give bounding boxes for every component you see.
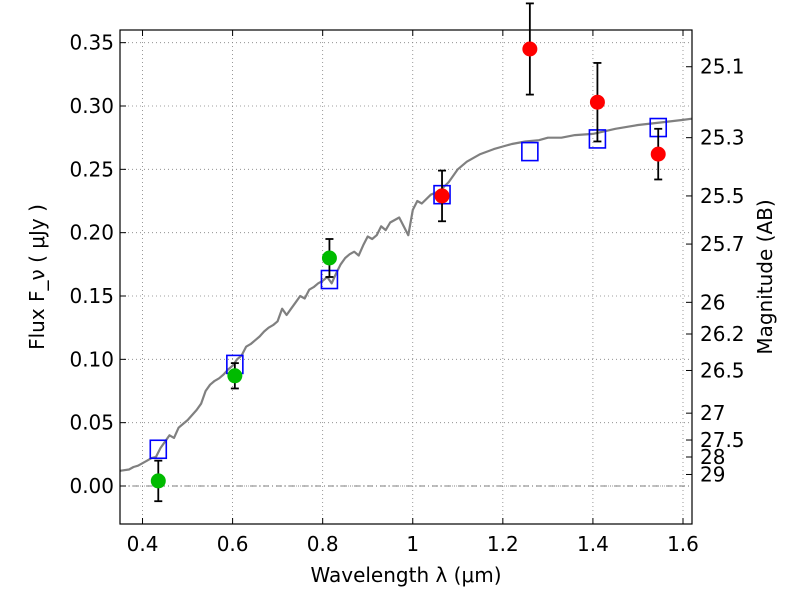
magnitude-tick-label: 26.2: [700, 322, 745, 346]
x-tick-label: 0.8: [307, 532, 339, 556]
error-bars: [154, 2, 663, 503]
model-spectrum-line: [119, 117, 693, 472]
x-tick-label: 1.2: [487, 532, 519, 556]
green-data-point: [227, 368, 243, 384]
model-square-marker: [521, 141, 539, 162]
x-tick-label: 0.4: [127, 532, 159, 556]
y-axis-label: Flux F_ν ( μJy ): [25, 204, 49, 350]
plot-frame: [119, 29, 693, 525]
magnitude-tick-label: 25.3: [700, 126, 745, 150]
x-ticks: 0.4 0.6 0.8 1 1.2 1.4 1.6: [127, 30, 699, 556]
y-tick-label: 0.05: [69, 411, 114, 435]
green-data-point: [150, 473, 166, 489]
model-spectrum: [119, 117, 693, 472]
x-tick-label: 1.6: [667, 532, 699, 556]
grid: [120, 30, 692, 524]
x-tick-label: 1.4: [577, 532, 609, 556]
y-tick-label: 0.25: [69, 157, 114, 181]
x-tick-label: 1: [406, 532, 419, 556]
y-tick-label: 0.35: [69, 31, 114, 55]
red-data-point: [522, 41, 538, 57]
magnitude-tick-label: 27.5: [700, 428, 745, 452]
magnitude-axis-label: Magnitude (AB): [753, 199, 777, 354]
y-tick-label: 0.15: [69, 284, 114, 308]
red-data-point: [434, 188, 450, 204]
x-tick-label: 0.6: [217, 532, 249, 556]
x-axis-label: Wavelength λ (μm): [310, 563, 501, 587]
red-data-point: [589, 94, 605, 110]
magnitude-tick-label: 25.1: [700, 55, 745, 79]
y-tick-label: 0.10: [69, 347, 114, 371]
magnitude-tick-label: 25.7: [700, 232, 745, 256]
magnitude-tick-label: 26.5: [700, 358, 745, 382]
magnitude-tick-label: 27: [700, 401, 725, 425]
magnitude-tick-label: 25.5: [700, 184, 745, 208]
y-tick-label: 0.20: [69, 221, 114, 245]
green-data-point: [321, 250, 337, 266]
model-square-marker: [149, 439, 168, 460]
magnitude-tick-label: 28: [700, 445, 725, 469]
magnitude-tick-label: 26: [700, 290, 725, 314]
red-data-point: [650, 146, 666, 162]
y-ticks: 0.00 0.05 0.10 0.15 0.20 0.25 0.30 0.35: [69, 31, 126, 498]
observed-photometry: [150, 41, 666, 489]
magnitude-tick-label: 29: [700, 462, 725, 486]
y-tick-label: 0.30: [69, 94, 114, 118]
y-tick-label: 0.00: [69, 474, 114, 498]
